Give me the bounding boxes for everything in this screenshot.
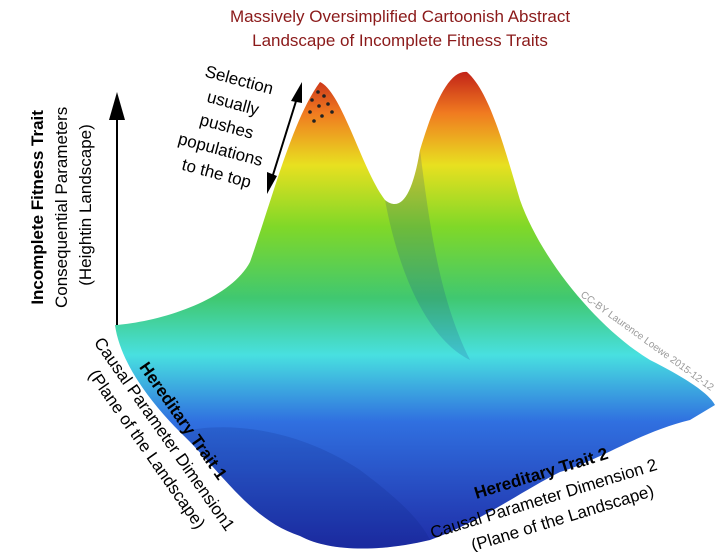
vertical-arrow <box>109 92 125 325</box>
title-line: Landscape of Incomplete Fitness Traits <box>252 31 548 50</box>
title-line: Massively Oversimplified Cartoonish Abst… <box>230 7 570 26</box>
vertical-axis-label: Incomplete Fitness Trait Consequential P… <box>28 102 95 308</box>
figure: Massively Oversimplified Cartoonish Abst… <box>0 0 717 552</box>
axis-line: (Heightin Landscape) <box>76 124 95 286</box>
axis-heading: Incomplete Fitness Trait <box>28 110 47 305</box>
axis-line: Consequential Parameters <box>52 107 71 308</box>
